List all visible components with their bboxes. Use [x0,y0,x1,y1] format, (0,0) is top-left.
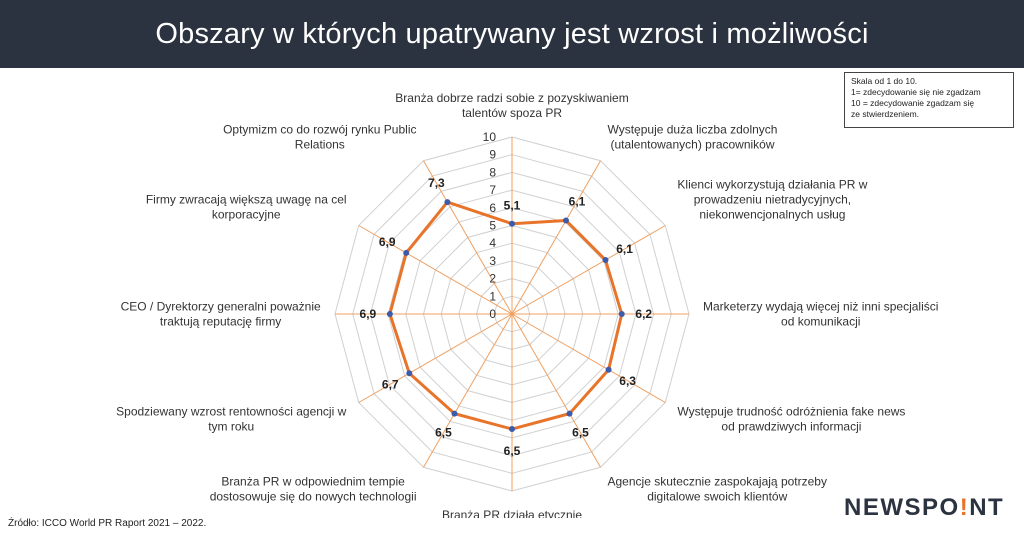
category-label-line: Występuje duża liczba zdolnych [608,123,778,137]
data-point [566,410,573,417]
category-label: Spodziewany wzrost rentowności agencji w… [116,405,346,434]
data-point [406,370,413,377]
axis-spoke [358,313,513,403]
scale-note-box: Skala od 1 do 10. 1= zdecydowanie się ni… [844,72,1014,128]
tick-label: 8 [489,165,496,179]
category-label-line: od komunikacji [781,315,860,329]
radar-chart: 0 1 2 3 4 5 6 7 8 9 10 5,1 6,1 6,1 6,2 6,3 6,5 6,5 6,5 6,7 6… [116,91,938,518]
series-line [388,200,624,431]
logo-text-a: NEWSPO [844,494,960,521]
category-label-line: Branża PR działa etycznie [442,508,582,518]
value-label: 6,7 [382,377,399,391]
scale-note-line: ze stwierdzeniem. [851,109,920,119]
value-label: 6,9 [379,235,396,249]
axis-spoke [511,313,666,403]
data-point [602,257,609,264]
value-label: 6,1 [616,242,633,256]
data-point [451,410,458,417]
category-label-line: traktują reputację firmy [160,315,281,329]
tick-label: 7 [489,183,496,197]
data-point [509,220,515,227]
value-label: 6,5 [572,426,589,440]
axis-spoke [423,160,513,315]
newspoint-logo: NEWSPO!NT [844,494,1004,522]
category-label-line: Spodziewany wzrost rentowności agencji w [116,405,346,419]
category-label-line: Branża dobrze radzi sobie z pozyskiwanie… [395,91,628,105]
axis-spoke [358,225,513,315]
category-label-line: Agencje skutecznie zaspokajają potrzeby [608,474,827,488]
value-label: 6,1 [569,194,586,208]
category-label: Branża dobrze radzi sobie z pozyskiwanie… [395,91,628,120]
value-label: 6,2 [635,307,652,321]
value-label: 5,1 [504,199,521,213]
value-label: 6,5 [504,444,521,458]
source-note: Źródło: ICCO World PR Raport 2021 – 2022… [8,518,207,529]
tick-label: 2 [489,272,496,286]
value-label: 6,3 [619,374,636,388]
category-label: Branża PR działa etycznie [442,508,582,518]
category-label-line: (utalentowanych) pracowników [610,138,774,152]
category-label: Agencje skutecznie zaspokajają potrzeby d… [608,474,827,503]
tick-label: 4 [489,236,496,250]
category-label-line: Firmy zwracają większą uwagę na cel [146,193,347,207]
axis-spoke [511,225,666,315]
category-label-line: niekonwencjonalnych usług [699,208,845,222]
axis-spoke [511,313,601,468]
title-banner: Obszary w których upatrywany jest wzrost… [0,0,1024,68]
data-point [403,249,410,256]
data-point [605,366,612,373]
category-label-line: korporacyjne [212,208,281,222]
category-label-line: Relations [295,138,345,152]
category-label-line: digitalowe swoich klientów [647,489,787,503]
logo-text-b: NT [969,494,1005,521]
category-label-line: tym roku [208,420,254,434]
category-label: Optymizm co do rozwój rynku Public Relati… [223,123,416,152]
category-label: CEO / Dyrektorzy generalni poważnie trakt… [121,300,321,329]
tick-label: 0 [489,307,496,321]
data-point [562,217,569,224]
category-label-line: talentów spoza PR [462,106,562,120]
category-label-line: dostosowuje się do nowych technologii [210,489,417,503]
tick-label: 3 [489,254,496,268]
scale-note-line: 1= zdecydowanie się nie zgadzam [851,87,981,97]
category-label: Występuje trudność odróżnienia fake news… [677,405,905,434]
category-label: Firmy zwracają większą uwagę na cel korpo… [146,193,347,222]
category-label-line: Optymizm co do rozwój rynku Public [223,123,416,137]
category-label-line: prowadzeniu nietradycyjnych, [694,193,851,207]
value-label: 7,3 [428,176,445,190]
scale-note-line: 10 = zdecydowanie zgadzam się [851,98,975,108]
category-label-line: od prawdziwych informacji [721,420,861,434]
category-label: Występuje duża liczba zdolnych (utalentow… [608,123,778,152]
value-label: 6,5 [435,426,452,440]
category-label-line: CEO / Dyrektorzy generalni poważnie [121,300,321,314]
tick-label: 9 [489,148,496,162]
axis-spoke [511,160,601,315]
scale-note-line: Skala od 1 do 10. [851,76,918,86]
tick-label: 10 [483,130,497,144]
category-label-line: Marketerzy wydają więcej niż inni specja… [703,300,938,314]
page-title: Obszary w których upatrywany jest wzrost… [155,17,869,50]
tick-label: 5 [489,219,496,233]
data-point [618,311,625,317]
category-label-line: Występuje trudność odróżnienia fake news [677,405,905,419]
category-label: Marketerzy wydają więcej niż inni specja… [703,300,938,329]
value-label: 6,9 [360,307,377,321]
data-point [386,311,393,317]
data-point [444,199,451,206]
tick-label: 1 [489,289,496,303]
category-label: Branża PR w odpowiednim tempie dostosowuj… [210,474,417,503]
category-label-line: Klienci wykorzystują działania PR w [677,178,867,192]
axis-spoke [423,313,513,468]
logo-dot: ! [959,494,970,521]
data-point [509,426,515,433]
category-label-line: Branża PR w odpowiednim tempie [221,474,405,488]
category-label: Klienci wykorzystują działania PR w prowa… [677,178,867,222]
tick-label: 6 [489,201,496,215]
